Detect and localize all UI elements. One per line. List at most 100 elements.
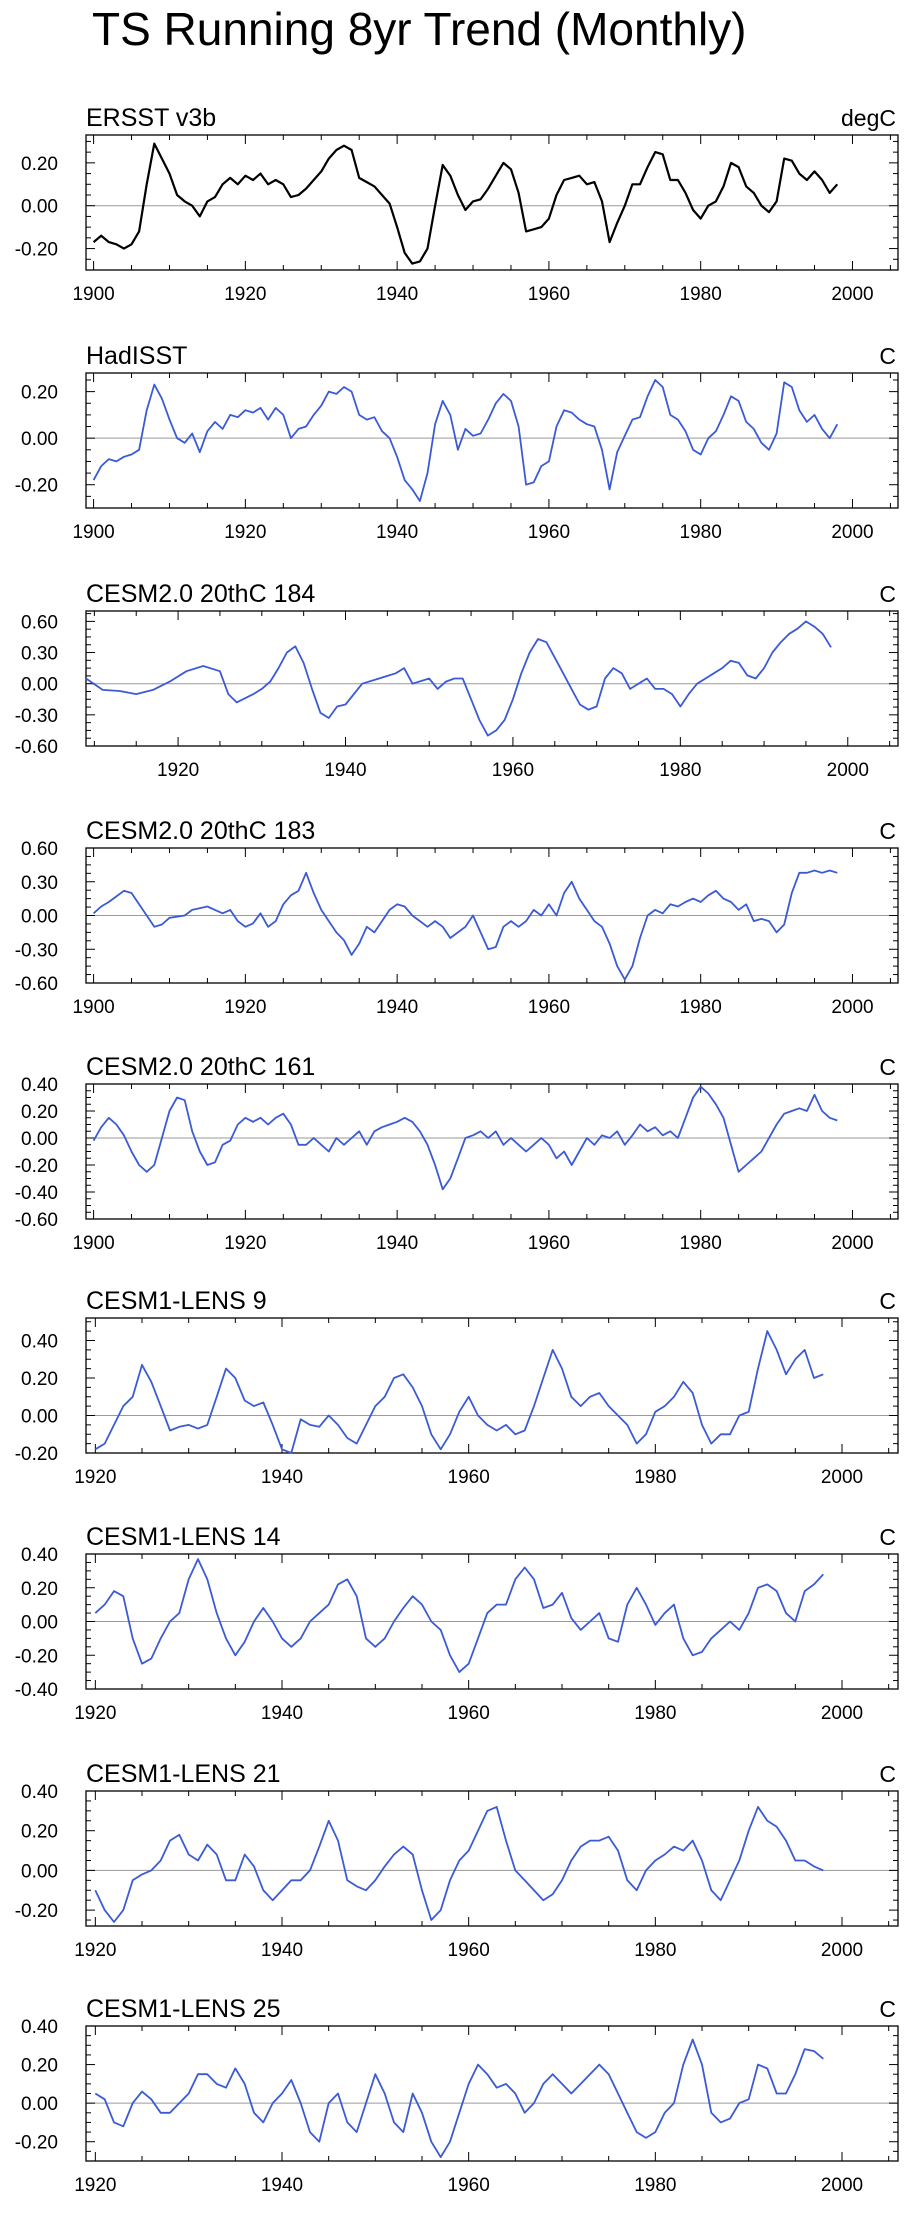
x-tick-label: 2000 (821, 1703, 863, 1724)
y-tick-label: 0.20 (21, 1369, 58, 1390)
series-line (92, 869, 838, 981)
chart-panel-7: CESM1-LENS 14 C 1920 1940 1960 1980 2000 -0.40 -… (15, 1523, 899, 1724)
y-tick-label: 0.40 (21, 1545, 58, 1566)
x-tick-label: 2000 (831, 1233, 873, 1254)
panel-units: C (879, 1288, 896, 1314)
main-title: TS Running 8yr Trend (Monthly) (92, 3, 747, 55)
x-tick-label: 1960 (528, 997, 570, 1018)
y-tick-label: 0.00 (21, 429, 58, 450)
x-tick-label: 1920 (224, 997, 266, 1018)
x-tick-label: 1980 (680, 997, 722, 1018)
series-line (92, 379, 839, 502)
x-tick-label: 1940 (261, 2175, 303, 2196)
x-tick-label: 1960 (448, 1467, 490, 1488)
x-tick-label: 2000 (831, 284, 873, 305)
y-tick-label: 0.40 (21, 2017, 58, 2038)
panel-title: CESM1-LENS 9 (86, 1287, 267, 1315)
plot-frame (85, 610, 899, 747)
panel-title: ERSST v3b (86, 104, 216, 132)
x-tick-label: 1920 (74, 2175, 116, 2196)
panel-units: C (879, 1996, 896, 2022)
x-tick-label: 1900 (72, 997, 114, 1018)
x-tick-label: 1940 (376, 284, 418, 305)
y-tick-label: 0.20 (21, 2056, 58, 2077)
panel-units: C (879, 581, 896, 607)
panel-units: C (879, 1761, 896, 1787)
chart-panel-9: CESM1-LENS 25 C 1920 1940 1960 1980 2000 -0.20 0… (15, 1995, 899, 2196)
x-tick-label: 1940 (376, 997, 418, 1018)
panel-title: HadISST (86, 342, 187, 370)
x-tick-label: 1960 (528, 1233, 570, 1254)
y-tick-label: -0.20 (15, 1156, 58, 1177)
y-tick-label: 0.20 (21, 154, 58, 175)
x-tick-label: 1960 (528, 522, 570, 543)
y-tick-label: 0.00 (21, 197, 58, 218)
chart-panel-4: CESM2.0 20thC 183 C 1900 1920 1940 1960 1980 20… (15, 817, 899, 1018)
x-tick-label: 2000 (821, 1467, 863, 1488)
y-tick-label: -0.20 (15, 476, 58, 497)
x-tick-label: 1900 (72, 522, 114, 543)
y-tick-label: 0.00 (21, 1129, 58, 1150)
plot-frame (85, 134, 899, 271)
x-tick-label: 1980 (659, 760, 701, 781)
x-tick-label: 1940 (376, 522, 418, 543)
x-tick-label: 1980 (634, 1467, 676, 1488)
series-line (94, 1330, 824, 1454)
y-tick-label: 0.30 (21, 873, 58, 894)
chart-panel-5: CESM2.0 20thC 161 C 1900 1920 1940 1960 1980 20… (15, 1053, 899, 1254)
x-tick-label: 1920 (224, 522, 266, 543)
y-tick-label: -0.60 (15, 737, 58, 758)
plot-frame (85, 1790, 899, 1927)
plot-frame (85, 372, 899, 509)
y-tick-label: 0.20 (21, 1579, 58, 1600)
x-tick-label: 2000 (831, 522, 873, 543)
x-tick-label: 1920 (157, 760, 199, 781)
y-tick-label: -0.40 (15, 1183, 58, 1204)
x-tick-label: 1980 (634, 2175, 676, 2196)
y-tick-label: 0.40 (21, 1332, 58, 1353)
x-tick-label: 2000 (827, 760, 869, 781)
panel-title: CESM2.0 20thC 184 (86, 580, 315, 608)
x-tick-label: 1980 (634, 1703, 676, 1724)
y-tick-label: -0.60 (15, 974, 58, 995)
x-tick-label: 1980 (680, 522, 722, 543)
panel-units: C (879, 1524, 896, 1550)
y-tick-label: 0.00 (21, 1407, 58, 1428)
y-tick-label: 0.40 (21, 1075, 58, 1096)
x-tick-label: 1920 (74, 1467, 116, 1488)
x-tick-label: 2000 (821, 2175, 863, 2196)
chart-panel-2: HadISST C 1900 1920 1940 1960 1980 2000 -0.20 0.0… (15, 342, 899, 543)
x-tick-label: 1940 (376, 1233, 418, 1254)
y-tick-label: -0.30 (15, 940, 58, 961)
x-tick-label: 1920 (74, 1940, 116, 1961)
x-tick-label: 1960 (448, 2175, 490, 2196)
x-tick-label: 1900 (72, 1233, 114, 1254)
chart-panel-6: CESM1-LENS 9 C 1920 1940 1960 1980 2000 -0.20 0.… (15, 1287, 899, 1488)
panel-units: C (879, 818, 896, 844)
x-tick-label: 1940 (261, 1940, 303, 1961)
x-tick-label: 1980 (634, 1940, 676, 1961)
panel-units: C (879, 343, 896, 369)
panel-units: degC (841, 105, 896, 131)
y-tick-label: 0.00 (21, 1861, 58, 1882)
x-tick-label: 2000 (821, 1940, 863, 1961)
y-tick-label: 0.30 (21, 644, 58, 665)
y-tick-label: 0.20 (21, 1822, 58, 1843)
y-tick-label: 0.20 (21, 1102, 58, 1123)
x-tick-label: 1960 (448, 1703, 490, 1724)
y-tick-label: -0.40 (15, 1680, 58, 1701)
x-tick-label: 1980 (680, 284, 722, 305)
series-line (94, 1806, 824, 1923)
y-tick-label: 0.40 (21, 1782, 58, 1803)
x-tick-label: 1920 (224, 284, 266, 305)
chart-panel-8: CESM1-LENS 21 C 1920 1940 1960 1980 2000 -0.20 0… (15, 1760, 899, 1961)
y-tick-label: -0.20 (15, 2133, 58, 2154)
x-tick-label: 1900 (72, 284, 114, 305)
x-tick-label: 1960 (448, 1940, 490, 1961)
series-line (94, 2038, 824, 2159)
y-tick-label: -0.60 (15, 1210, 58, 1231)
plot-frame (85, 1083, 899, 1220)
y-tick-label: 0.00 (21, 907, 58, 928)
x-tick-label: 1940 (324, 760, 366, 781)
x-tick-label: 1960 (492, 760, 534, 781)
